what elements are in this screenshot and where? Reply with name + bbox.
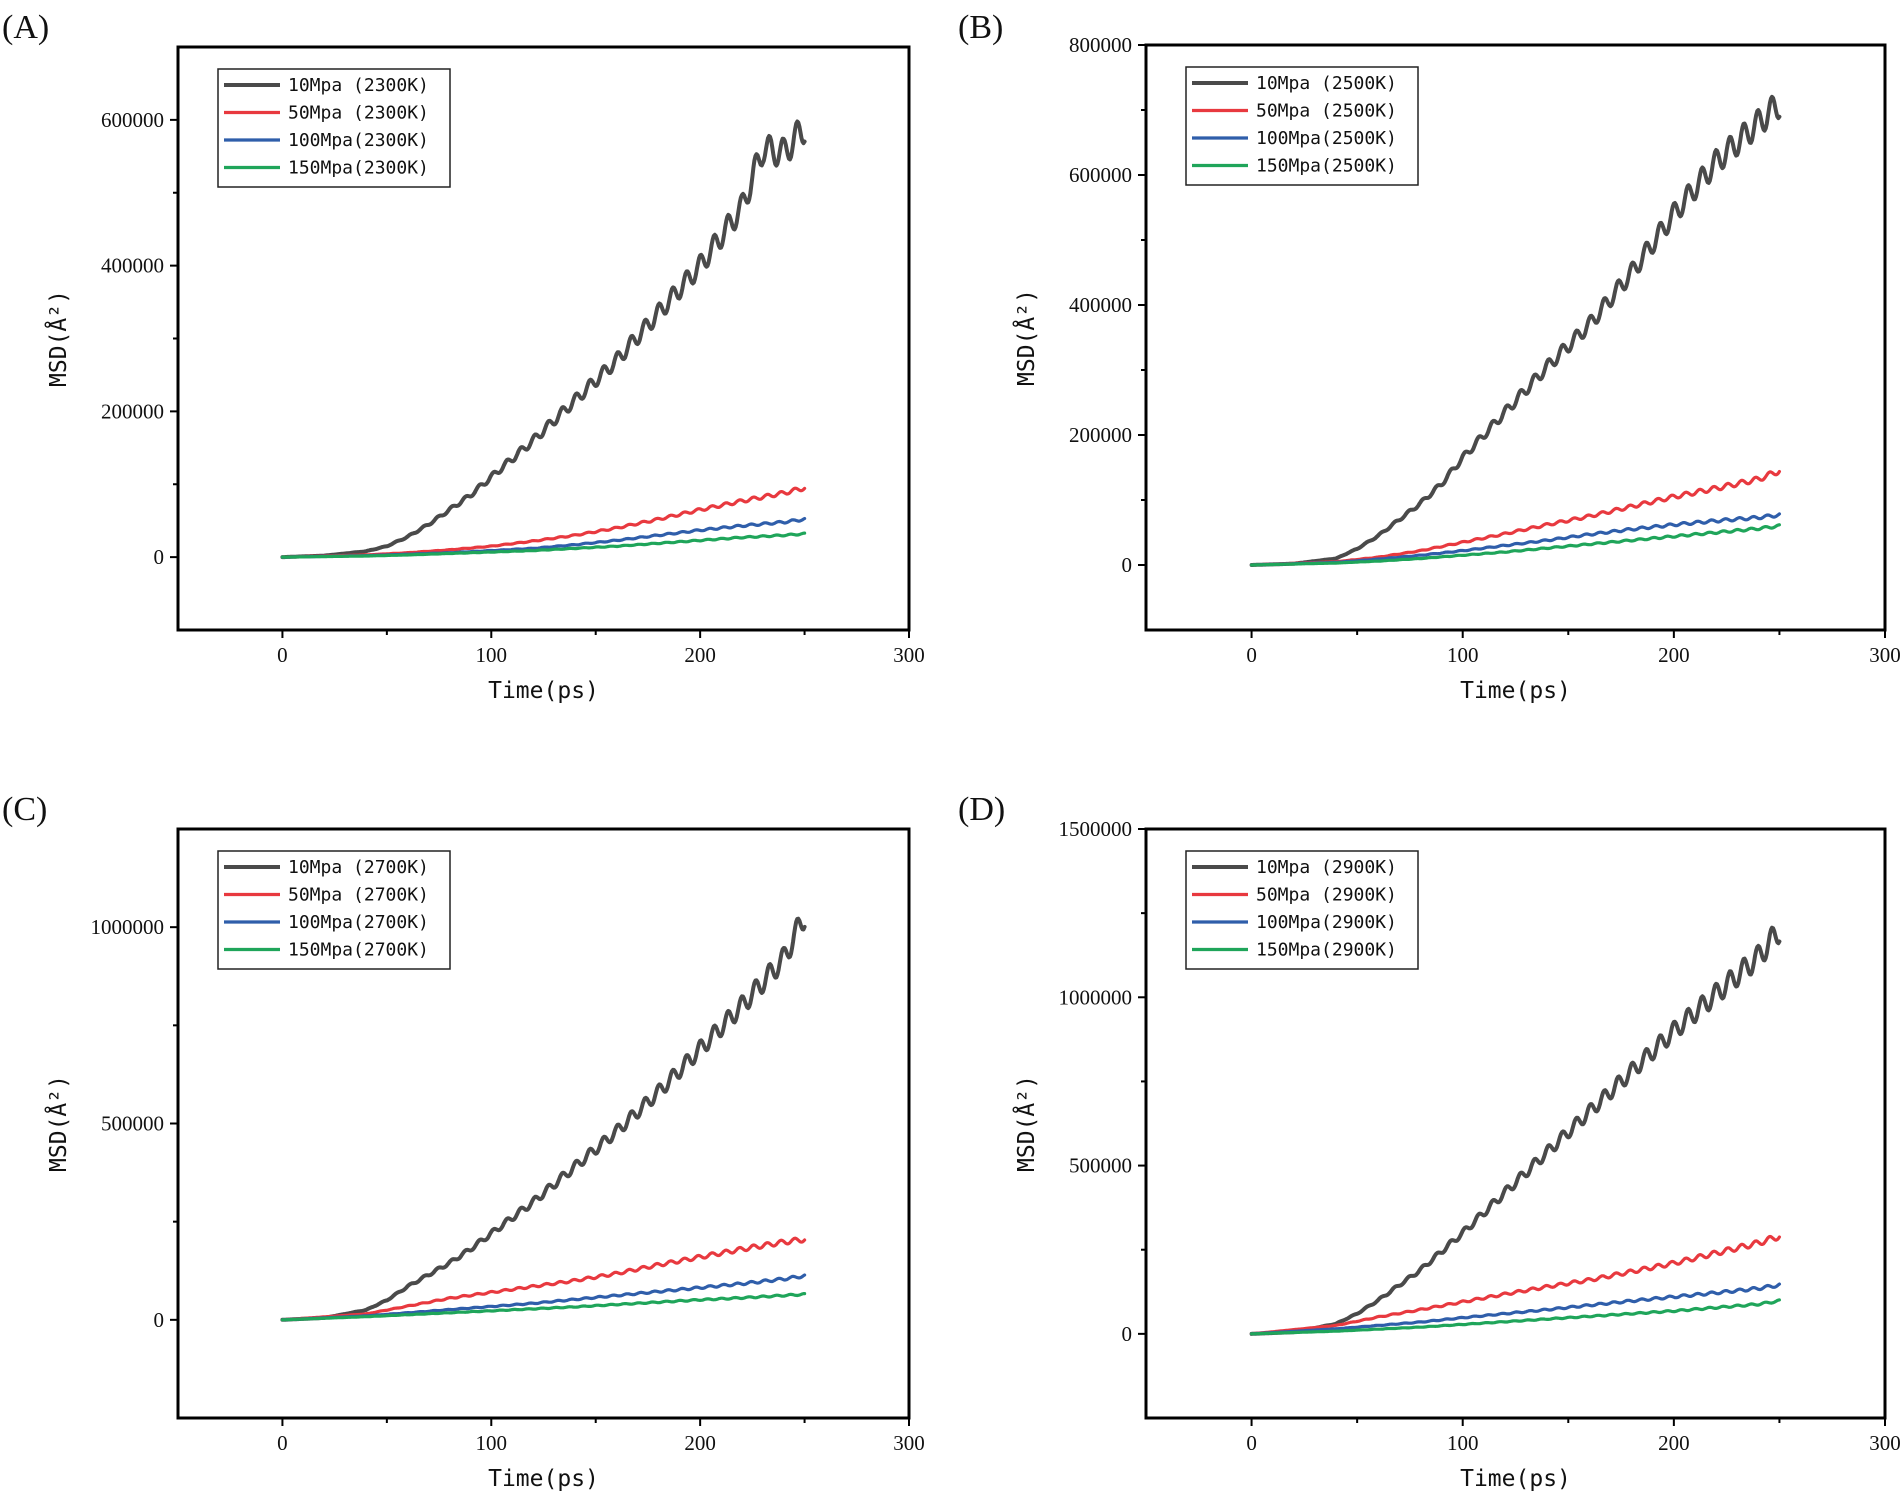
y-axis-title: MSD(Å²): [1012, 1075, 1040, 1172]
series-line-1: [1249, 94, 1782, 567]
chart-panel-1: (A) 0 100 200 300 0 200000 400000 600000 Time(ps)…: [2, 9, 925, 704]
chart-panel-3: (C) 0 100 200 300 0 500000 1000000 Time(ps) MSD(Å…: [2, 791, 925, 1492]
y-tick-label: 200000: [101, 399, 164, 423]
legend-label: 10Mpa (2500K): [1256, 73, 1397, 94]
y-tick-label: 0: [1122, 1322, 1133, 1346]
x-tick-label: 200: [684, 1431, 716, 1455]
y-tick-label: 400000: [101, 254, 164, 278]
y-tick-label: 0: [154, 545, 165, 569]
legend: 10Mpa (2300K) 50Mpa (2300K) 100Mpa(2300K) 1…: [217, 68, 451, 188]
x-tick-label: 300: [893, 643, 925, 667]
legend-label: 100Mpa(2500K): [1256, 128, 1397, 149]
x-tick-label: 100: [1447, 1431, 1479, 1455]
y-axis-title: MSD(Å²): [44, 290, 72, 387]
x-axis-title: Time(ps): [1460, 678, 1571, 704]
panel-label: (D): [958, 791, 1005, 828]
y-tick-label: 500000: [101, 1112, 164, 1136]
chart-panel-4: (D) 0 100 200 300 0 500000 1000000 1500000 Time(p…: [958, 791, 1900, 1492]
y-tick-label: 1000000: [1059, 985, 1133, 1009]
y-tick-label: 600000: [101, 108, 164, 132]
x-axis-title: Time(ps): [1460, 1466, 1571, 1492]
y-tick-label: 600000: [1069, 163, 1132, 187]
x-axis-title: Time(ps): [488, 678, 599, 704]
plot-frame: [176, 45, 911, 632]
series-line-2: [280, 1236, 807, 1322]
legend-label: 10Mpa (2700K): [288, 857, 429, 878]
series-line-1: [280, 916, 807, 1322]
series-line-1: [280, 119, 807, 560]
y-tick-label: 1500000: [1059, 817, 1133, 841]
plot-frame: [176, 827, 911, 1420]
x-tick-label: 200: [684, 643, 716, 667]
x-tick-label: 0: [277, 643, 288, 667]
panel-label: (B): [958, 9, 1003, 46]
legend-label: 150Mpa(2500K): [1256, 156, 1397, 177]
x-tick-label: 100: [476, 643, 508, 667]
x-tick-label: 100: [476, 1431, 508, 1455]
series-line-4: [280, 531, 807, 559]
x-axis-title: Time(ps): [488, 1466, 599, 1492]
series-line-3: [1249, 1282, 1782, 1336]
y-tick-label: 500000: [1069, 1154, 1132, 1178]
legend: 10Mpa (2500K) 50Mpa (2500K) 100Mpa(2500K) 1…: [1185, 66, 1419, 186]
x-tick-label: 300: [1869, 643, 1900, 667]
series-line-2: [1249, 1234, 1782, 1336]
y-tick-label: 200000: [1069, 423, 1132, 447]
legend-label: 100Mpa(2300K): [288, 130, 429, 151]
x-tick-label: 0: [277, 1431, 288, 1455]
series-line-4: [280, 1291, 807, 1322]
y-tick-label: 400000: [1069, 293, 1132, 317]
y-tick-label: 0: [154, 1308, 165, 1332]
legend-label: 150Mpa(2300K): [288, 158, 429, 179]
x-tick-label: 200: [1658, 1431, 1690, 1455]
plot-frame: [1144, 827, 1887, 1420]
y-tick-label: 1000000: [91, 915, 165, 939]
x-tick-label: 0: [1246, 643, 1257, 667]
series-line-1: [1249, 925, 1782, 1336]
x-tick-label: 300: [1869, 1431, 1900, 1455]
x-tick-label: 100: [1447, 643, 1479, 667]
series-line-4: [1249, 523, 1782, 567]
y-tick-label: 0: [1122, 553, 1133, 577]
plot-frame: [1144, 43, 1887, 632]
x-tick-label: 200: [1658, 643, 1690, 667]
chart-panel-2: (B) 0 100 200 300 0 200000 400000 600000 800000 Ti…: [958, 9, 1900, 704]
legend-label: 50Mpa (2300K): [288, 103, 429, 124]
legend-label: 50Mpa (2500K): [1256, 101, 1397, 122]
legend-label: 100Mpa(2700K): [288, 912, 429, 933]
y-tick-label: 800000: [1069, 33, 1132, 57]
legend-label: 150Mpa(2700K): [288, 940, 429, 961]
legend-label: 50Mpa (2900K): [1256, 885, 1397, 906]
legend-label: 150Mpa(2900K): [1256, 940, 1397, 961]
y-axis-title: MSD(Å²): [1012, 289, 1040, 386]
series-line-4: [1249, 1298, 1782, 1336]
panel-label: (C): [2, 791, 47, 828]
legend-label: 10Mpa (2900K): [1256, 857, 1397, 878]
x-tick-label: 300: [893, 1431, 925, 1455]
legend-label: 50Mpa (2700K): [288, 885, 429, 906]
legend: 10Mpa (2700K) 50Mpa (2700K) 100Mpa(2700K) 1…: [217, 850, 451, 970]
legend-label: 10Mpa (2300K): [288, 75, 429, 96]
y-axis-title: MSD(Å²): [44, 1075, 72, 1172]
legend: 10Mpa (2900K) 50Mpa (2900K) 100Mpa(2900K) 1…: [1185, 850, 1419, 970]
x-tick-label: 0: [1246, 1431, 1257, 1455]
panel-label: (A): [2, 9, 49, 46]
legend-label: 100Mpa(2900K): [1256, 912, 1397, 933]
